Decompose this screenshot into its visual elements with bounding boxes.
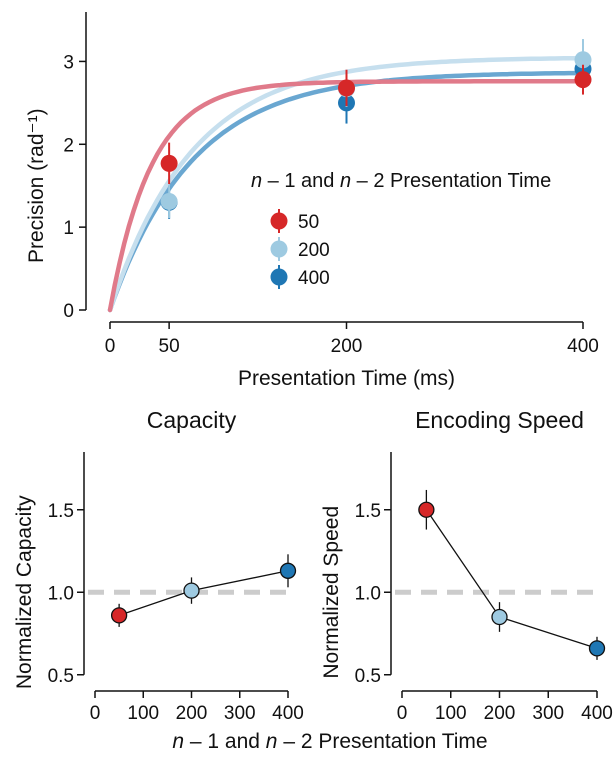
- speed-y-tick-label: 1.0: [355, 583, 381, 604]
- speed-panel-title: Encoding Speed: [415, 407, 584, 433]
- speed-data-point: [418, 501, 435, 518]
- speed-x-tick-label: 100: [435, 703, 467, 724]
- legend-label: 400: [298, 268, 330, 289]
- capacity-panel: Capacity 0.5 1.0 1.5 0 100 200 300 400 Normalized…: [13, 407, 304, 724]
- data-point: [574, 51, 592, 69]
- legend-title: n – 1 and n – 2 Presentation Time: [251, 170, 551, 192]
- legend-label: 200: [298, 240, 330, 261]
- speed-data-point: [491, 608, 508, 626]
- capacity-x-tick-label: 400: [272, 703, 304, 724]
- speed-data-point: [588, 640, 606, 657]
- speed-x-tick-label: 200: [484, 703, 516, 724]
- data-point: [574, 71, 592, 89]
- series-50-points: [160, 64, 592, 185]
- legend-label: 50: [298, 212, 319, 233]
- precision-y-tick-label: 3: [63, 52, 74, 73]
- precision-panel: 0 1 2 3 0 50 200 400 Presentation Time (ms) Preci…: [25, 12, 599, 390]
- capacity-x-tick-label: 200: [176, 703, 208, 724]
- capacity-x-tick-label: 300: [224, 703, 256, 724]
- series-400-points: [160, 52, 592, 219]
- capacity-data-point: [279, 562, 297, 579]
- precision-x-tick-label: 50: [159, 336, 180, 357]
- precision-x-tick-label: 0: [105, 336, 116, 357]
- speed-x-tick-label: 400: [581, 703, 613, 724]
- speed-panel: Encoding Speed 0.5 1.0 1.5 0 100 200 300 400 Norm…: [320, 407, 613, 724]
- precision-x-axis-title: Presentation Time (ms): [238, 367, 455, 390]
- speed-y-tick-label: 1.5: [355, 501, 381, 522]
- precision-y-tick-label: 2: [63, 135, 74, 156]
- capacity-y-tick-label: 1.5: [48, 501, 74, 522]
- legend-swatch: [270, 268, 288, 286]
- precision-x-tick-label: 400: [567, 336, 599, 357]
- precision-x-tick-label: 200: [331, 336, 363, 357]
- speed-y-tick-label: 0.5: [355, 666, 381, 687]
- legend-item-50: 50: [270, 209, 319, 233]
- capacity-data-point: [183, 582, 200, 599]
- speed-x-tick-label: 300: [532, 703, 564, 724]
- shared-x-axis-title: n – 1 and n – 2 Presentation Time: [172, 730, 487, 753]
- capacity-y-axis-title: Normalized Capacity: [13, 495, 36, 689]
- legend-swatch: [270, 212, 288, 230]
- capacity-x-tick-label: 100: [127, 703, 159, 724]
- data-point: [160, 192, 178, 210]
- legend-item-400: 400: [270, 265, 330, 289]
- precision-y-axis-title: Precision (rad⁻¹): [25, 108, 48, 263]
- capacity-y-tick-label: 1.0: [48, 583, 74, 604]
- capacity-panel-title: Capacity: [147, 407, 237, 433]
- capacity-data-point: [110, 607, 128, 624]
- speed-series-line: [425, 509, 598, 650]
- capacity-y-tick-label: 0.5: [48, 666, 74, 687]
- precision-y-tick-label: 0: [63, 301, 74, 322]
- speed-y-axis-title: Normalized Speed: [320, 506, 343, 679]
- legend: n – 1 and n – 2 Presentation Time 50 200 40…: [251, 170, 551, 289]
- data-point: [160, 154, 178, 172]
- speed-x-tick-label: 0: [397, 703, 408, 724]
- legend-swatch: [270, 240, 288, 258]
- data-point: [338, 79, 355, 97]
- capacity-x-tick-label: 0: [90, 703, 101, 724]
- precision-y-tick-label: 1: [63, 218, 74, 239]
- legend-item-200: 200: [270, 237, 330, 261]
